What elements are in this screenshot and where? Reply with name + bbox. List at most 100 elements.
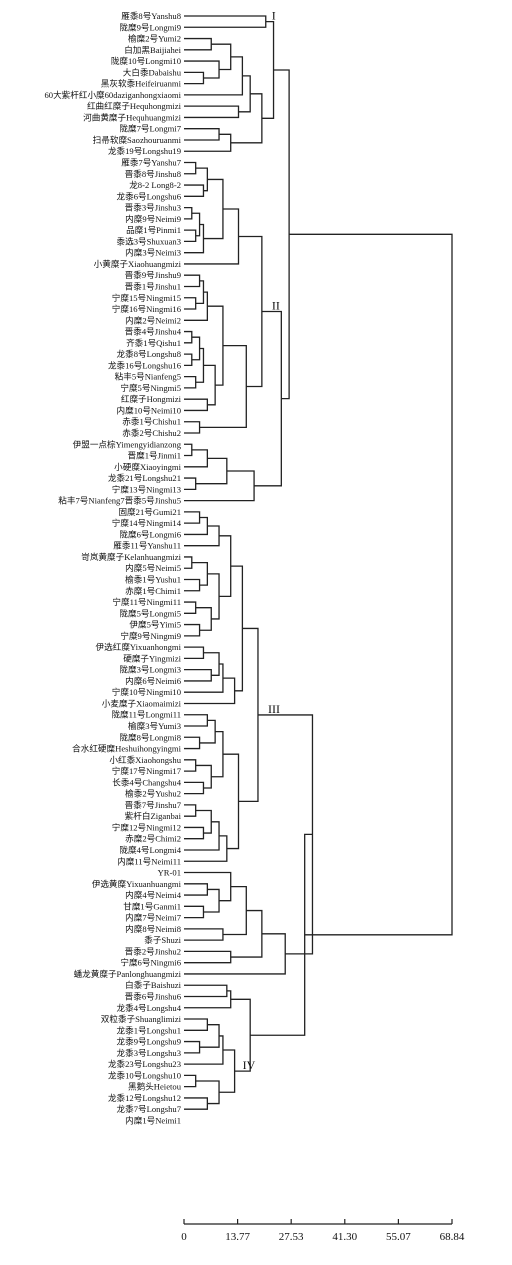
dendrogram-link [184, 646, 205, 660]
leaf-label: 晋黍2号Jinshu2 [125, 945, 181, 956]
dendrogram-link [184, 184, 205, 197]
dendrogram-link [199, 1024, 220, 1048]
leaf-label: 宁糜5号Ningmi5 [120, 382, 181, 393]
dendrogram-link [184, 330, 193, 344]
dendrogram-link [184, 1074, 197, 1088]
leaf-label: 内糜2号Neimi2 [125, 314, 181, 325]
dendrogram-link [184, 223, 205, 254]
leaf-label: 大白黍Dabaishu [123, 66, 182, 77]
leaf-label: 紫杆白Ziganbai [125, 810, 182, 821]
leaf-label: 雁黍11号Yanshu11 [113, 540, 181, 551]
dendrogram-link [184, 984, 228, 998]
dendrogram-link [184, 781, 205, 795]
dendrogram-link [184, 60, 220, 79]
leaf-label: 品糜1号Pinmi1 [126, 224, 181, 235]
dendrogram-link [230, 565, 244, 692]
dendrogram-link [184, 835, 228, 862]
leaf-label: 内糜4号Neimi4 [125, 889, 182, 900]
dendrogram-link [184, 623, 201, 637]
leaf-label: 伊盟一点棕Yimengyidianzong [73, 438, 182, 449]
dendrogram-link [184, 525, 220, 547]
dendrogram-link [184, 1097, 209, 1110]
leaf-label: 陇糜9号Longmi9 [119, 21, 181, 32]
leaf-label: 内糜10号Neimi10 [117, 404, 181, 415]
dendrogram-link [184, 928, 224, 941]
dendrogram-link [222, 885, 247, 936]
dendrogram-link [184, 477, 197, 490]
dendrogram-link [203, 178, 224, 240]
dendrogram-link [184, 133, 232, 152]
leaf-label: 晋黍3号Jinshu3 [125, 202, 181, 213]
dendrogram-link [222, 753, 240, 850]
dendrogram-link [211, 43, 232, 71]
axis-tick-label: 13.77 [225, 1231, 250, 1243]
leaf-label: 伊选红糜Yixuanhongmi [96, 641, 182, 652]
leaf-label: 内糜8号Neimi8 [125, 923, 181, 934]
dendrogram-link [184, 443, 193, 457]
leaf-label: 双粒黍子Shuanglimizi [101, 1013, 182, 1024]
leaf-label: 内糜1号Neimi1 [125, 1114, 181, 1125]
leaf-label: 60大紫杆红小糜60daziganhongxiaomi [44, 89, 181, 100]
dendrogram-link [191, 561, 209, 586]
leaf-label: 蟠龙黄糜子Panlonghuangmizi [74, 968, 182, 979]
leaf-label: 榆糜3号Yumi3 [128, 720, 181, 731]
leaf-label: 榆黍1号Yushu1 [125, 574, 181, 585]
leaf-label: 伊糜5号Yimi5 [129, 619, 181, 630]
dendrogram-link [195, 1080, 220, 1105]
leaf-label: 龙黍7号Longshu7 [117, 1103, 182, 1114]
leaf-label: 陇糜6号Longmi6 [119, 528, 181, 539]
dendrogram-link [219, 535, 232, 598]
dendrogram-link [184, 449, 209, 468]
leaf-label: 内糜11号Neimi11 [117, 855, 181, 866]
dendrogram-link [184, 128, 220, 141]
dendrogram-link [184, 516, 209, 536]
leaf-label: 晋黍1号Jinshu1 [125, 280, 181, 291]
dendrogram-link [184, 105, 240, 119]
leaf-label: 宁糜10号Ningmi10 [112, 686, 181, 697]
leaf-label: 黍选3号Shuxuan3 [117, 235, 181, 246]
cluster-label: I [272, 9, 276, 23]
leaf-label: 陇糜7号Longmi7 [119, 123, 181, 134]
dendrogram-link [184, 297, 197, 310]
dendrogram-link [250, 833, 313, 1036]
leaf-label: 小麦糜子Xiaomaimizi [102, 697, 182, 708]
leaf-label: 宁糜12号Ningmi12 [112, 821, 181, 832]
dendrogram-link [191, 336, 201, 361]
leaf-label: 岢岚黄糜子Kelanhuangmizi [81, 551, 181, 562]
leaf-label: 晋糜1号Jinmi1 [128, 450, 181, 461]
dendrogram-link [184, 71, 205, 85]
dendrogram-link [230, 998, 251, 1072]
dendrogram-link [184, 990, 232, 1009]
cluster-label: II [272, 298, 280, 312]
leaf-label: 榆糜2号Yumi2 [128, 33, 181, 44]
cluster-label: IV [243, 1058, 256, 1072]
leaf-label: 长黍4号Changshu4 [112, 776, 181, 787]
leaf-label: 龙黍6号Longshu6 [117, 190, 182, 201]
dendrogram-link [184, 601, 197, 614]
dendrogram-link [238, 75, 251, 113]
leaf-label: 陇糜5号Longmi5 [119, 607, 181, 618]
dendrogram-link [184, 821, 220, 851]
dendrogram-link [195, 809, 212, 834]
dendrogram-link [184, 56, 244, 96]
leaf-label: 赤糜2号Chimi2 [125, 833, 181, 844]
leaf-label: 龙黍19号Longshu19 [108, 145, 181, 156]
leaf-label: 小硬糜Xiaoyingmi [114, 461, 181, 472]
dendrogram-link [184, 669, 212, 682]
leaf-label: 雁黍7号Yanshu7 [121, 157, 181, 168]
dendrogram-link [184, 736, 201, 750]
leaf-label: 内糜9号Neimi9 [125, 213, 181, 224]
dendrogram-link [184, 206, 193, 220]
dendrogram-branches [184, 15, 453, 1110]
leaf-label: 陇糜8号Longmi8 [119, 731, 181, 742]
dendrogram-link [273, 69, 290, 400]
leaf-label: 宁糜17号Ningmi17 [112, 765, 182, 776]
dendrogram-link [184, 37, 212, 51]
dendrogram-link [207, 573, 220, 620]
cluster-label: III [268, 702, 280, 716]
axis-tick-label: 68.84 [440, 1231, 465, 1243]
dendrogram-link [184, 291, 209, 321]
leaf-label: 陇糜3号Longmi3 [119, 664, 181, 675]
leaf-label: 硬糜子Yingmizi [123, 652, 181, 663]
